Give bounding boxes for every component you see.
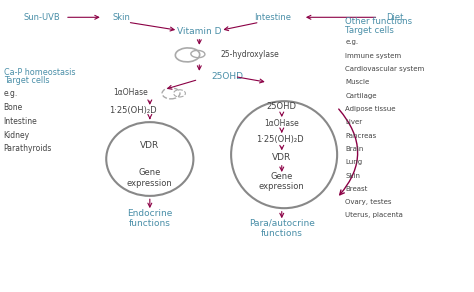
Text: Parathyroids: Parathyroids [4,144,52,153]
Text: Brain: Brain [346,146,364,152]
Text: Uterus, placenta: Uterus, placenta [346,212,403,218]
Text: Ovary, testes: Ovary, testes [346,199,392,205]
Text: Breast: Breast [346,186,368,192]
Text: Target cells: Target cells [4,77,49,86]
Text: Gene
expression: Gene expression [127,168,173,187]
Text: 25OHD: 25OHD [267,102,297,112]
Text: VDR: VDR [272,153,292,162]
Text: 1αOHase: 1αOHase [264,119,299,128]
Text: Target cells: Target cells [346,26,394,35]
Text: 25OHD: 25OHD [211,72,243,81]
Text: Liver: Liver [346,119,363,125]
Text: VDR: VDR [140,142,159,150]
Text: Vitamin D: Vitamin D [177,27,221,36]
Text: Skin: Skin [113,13,130,22]
Text: Other functions: Other functions [346,17,412,26]
Text: Cardiovascular system: Cardiovascular system [346,66,425,72]
Text: Gene
expression: Gene expression [259,172,305,191]
Text: Bone: Bone [4,103,23,112]
Text: Intestine: Intestine [4,117,37,126]
Text: Diet: Diet [386,13,403,22]
Text: Ca-P homeostasis: Ca-P homeostasis [4,68,75,77]
Text: e.g.: e.g. [346,39,358,46]
Text: Endocrine
functions: Endocrine functions [127,208,173,228]
Text: Adipose tissue: Adipose tissue [346,106,396,112]
FancyArrowPatch shape [339,109,358,195]
Text: Immune system: Immune system [346,53,401,59]
Text: Pancreas: Pancreas [346,133,377,139]
Text: 1αOHase: 1αOHase [114,88,148,97]
Text: Sun-UVB: Sun-UVB [23,13,60,22]
Text: Cartilage: Cartilage [346,93,377,99]
Text: e.g.: e.g. [4,89,18,98]
Text: Lung: Lung [346,159,363,165]
Text: 25-hydroxylase: 25-hydroxylase [220,50,279,58]
Text: Skin: Skin [346,173,360,178]
Text: Muscle: Muscle [346,79,370,85]
Text: 1·25(OH)₂D: 1·25(OH)₂D [255,135,303,144]
Text: 1·25(OH)₂D: 1·25(OH)₂D [109,106,157,115]
Text: Para/autocrine
functions: Para/autocrine functions [249,219,315,238]
Text: Kidney: Kidney [4,131,30,140]
Text: Intestine: Intestine [254,13,291,22]
